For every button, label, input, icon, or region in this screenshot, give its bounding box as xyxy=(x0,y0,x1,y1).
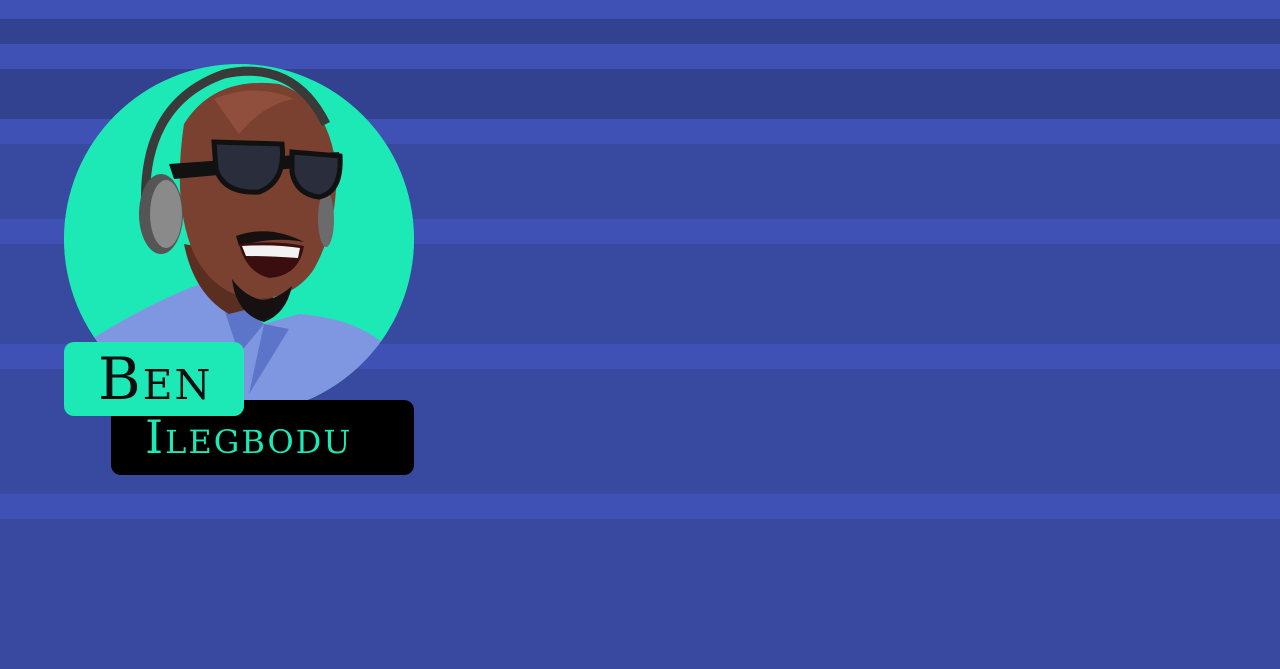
first-name-label: Ben xyxy=(64,342,244,416)
